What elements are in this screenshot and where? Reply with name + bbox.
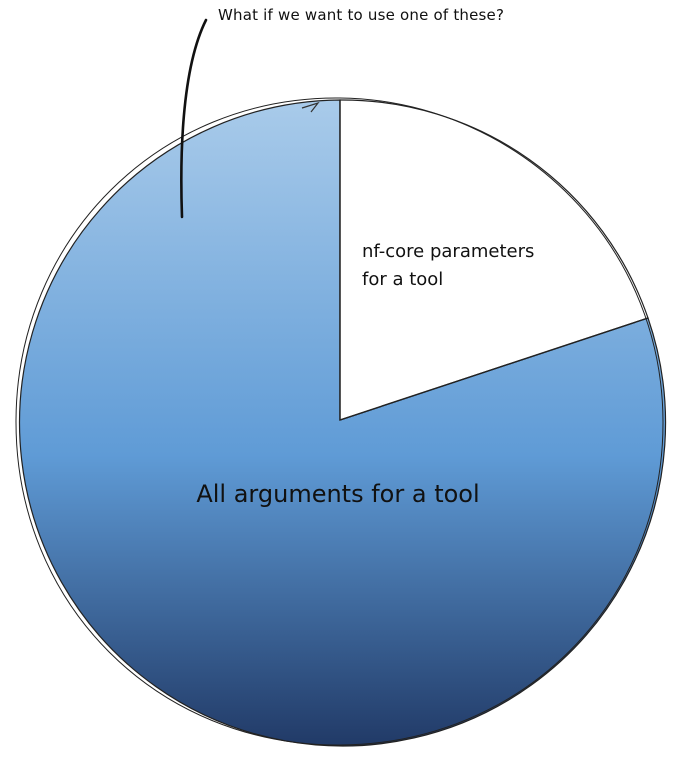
slice-edge-diagonal-line bbox=[339, 317, 649, 421]
all-arguments-label: All arguments for a tool bbox=[196, 480, 479, 508]
annotation-text: What if we want to use one of these? bbox=[218, 6, 504, 24]
callout-arrow bbox=[180, 18, 208, 219]
small-arrow-mark bbox=[301, 101, 320, 113]
nfcore-parameters-segment bbox=[339, 99, 649, 421]
sketch-outline-circle bbox=[15, 97, 664, 746]
nfcore-label-line-2: for a tool bbox=[362, 269, 443, 290]
nfcore-label-line-1: nf-core parameters bbox=[362, 241, 534, 262]
all-arguments-segment bbox=[18, 99, 667, 747]
